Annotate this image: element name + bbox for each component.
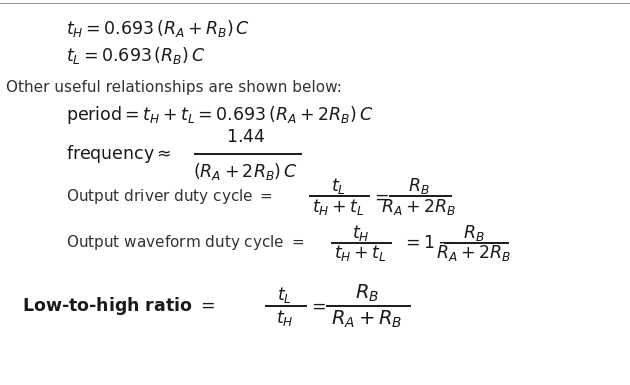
Text: $t_L = 0.693\,(R_B)\,C$: $t_L = 0.693\,(R_B)\,C$: [66, 45, 205, 66]
Text: $t_H+t_L$: $t_H+t_L$: [334, 243, 387, 263]
Text: $t_H = 0.693\,(R_A+R_B)\,C$: $t_H = 0.693\,(R_A+R_B)\,C$: [66, 18, 250, 39]
Text: $t_L$: $t_L$: [277, 285, 292, 305]
Text: $R_A+2R_B$: $R_A+2R_B$: [437, 243, 511, 263]
Text: $= 1-$: $= 1-$: [402, 234, 452, 251]
Text: $1.44$: $1.44$: [226, 129, 265, 146]
Text: Output waveform duty cycle $=$: Output waveform duty cycle $=$: [66, 233, 304, 252]
Text: Low-to-high ratio $=$: Low-to-high ratio $=$: [22, 295, 215, 317]
Text: Other useful relationships are shown below:: Other useful relationships are shown bel…: [6, 80, 342, 95]
Text: $R_B$: $R_B$: [463, 223, 484, 243]
Text: $=$: $=$: [308, 297, 326, 315]
Text: $t_H$: $t_H$: [276, 308, 294, 328]
Text: $t_H$: $t_H$: [352, 223, 369, 243]
Text: Output driver duty cycle $=$: Output driver duty cycle $=$: [66, 187, 273, 206]
Text: $\mathrm{frequency} \approx$: $\mathrm{frequency} \approx$: [66, 143, 172, 165]
Text: $t_H+t_L$: $t_H+t_L$: [312, 197, 365, 217]
Text: $R_B$: $R_B$: [408, 176, 430, 196]
Text: $(R_A+2R_B)\,C$: $(R_A+2R_B)\,C$: [193, 161, 298, 182]
Text: $R_A+R_B$: $R_A+R_B$: [331, 309, 403, 330]
Text: $R_B$: $R_B$: [355, 283, 379, 304]
Text: $t_L$: $t_L$: [331, 176, 346, 196]
Text: $\mathrm{period} = t_H + t_L = 0.693\,(R_A+2R_B)\,C$: $\mathrm{period} = t_H + t_L = 0.693\,(R…: [66, 104, 373, 127]
Text: $R_A+2R_B$: $R_A+2R_B$: [382, 197, 456, 217]
Text: $=$: $=$: [371, 187, 389, 205]
